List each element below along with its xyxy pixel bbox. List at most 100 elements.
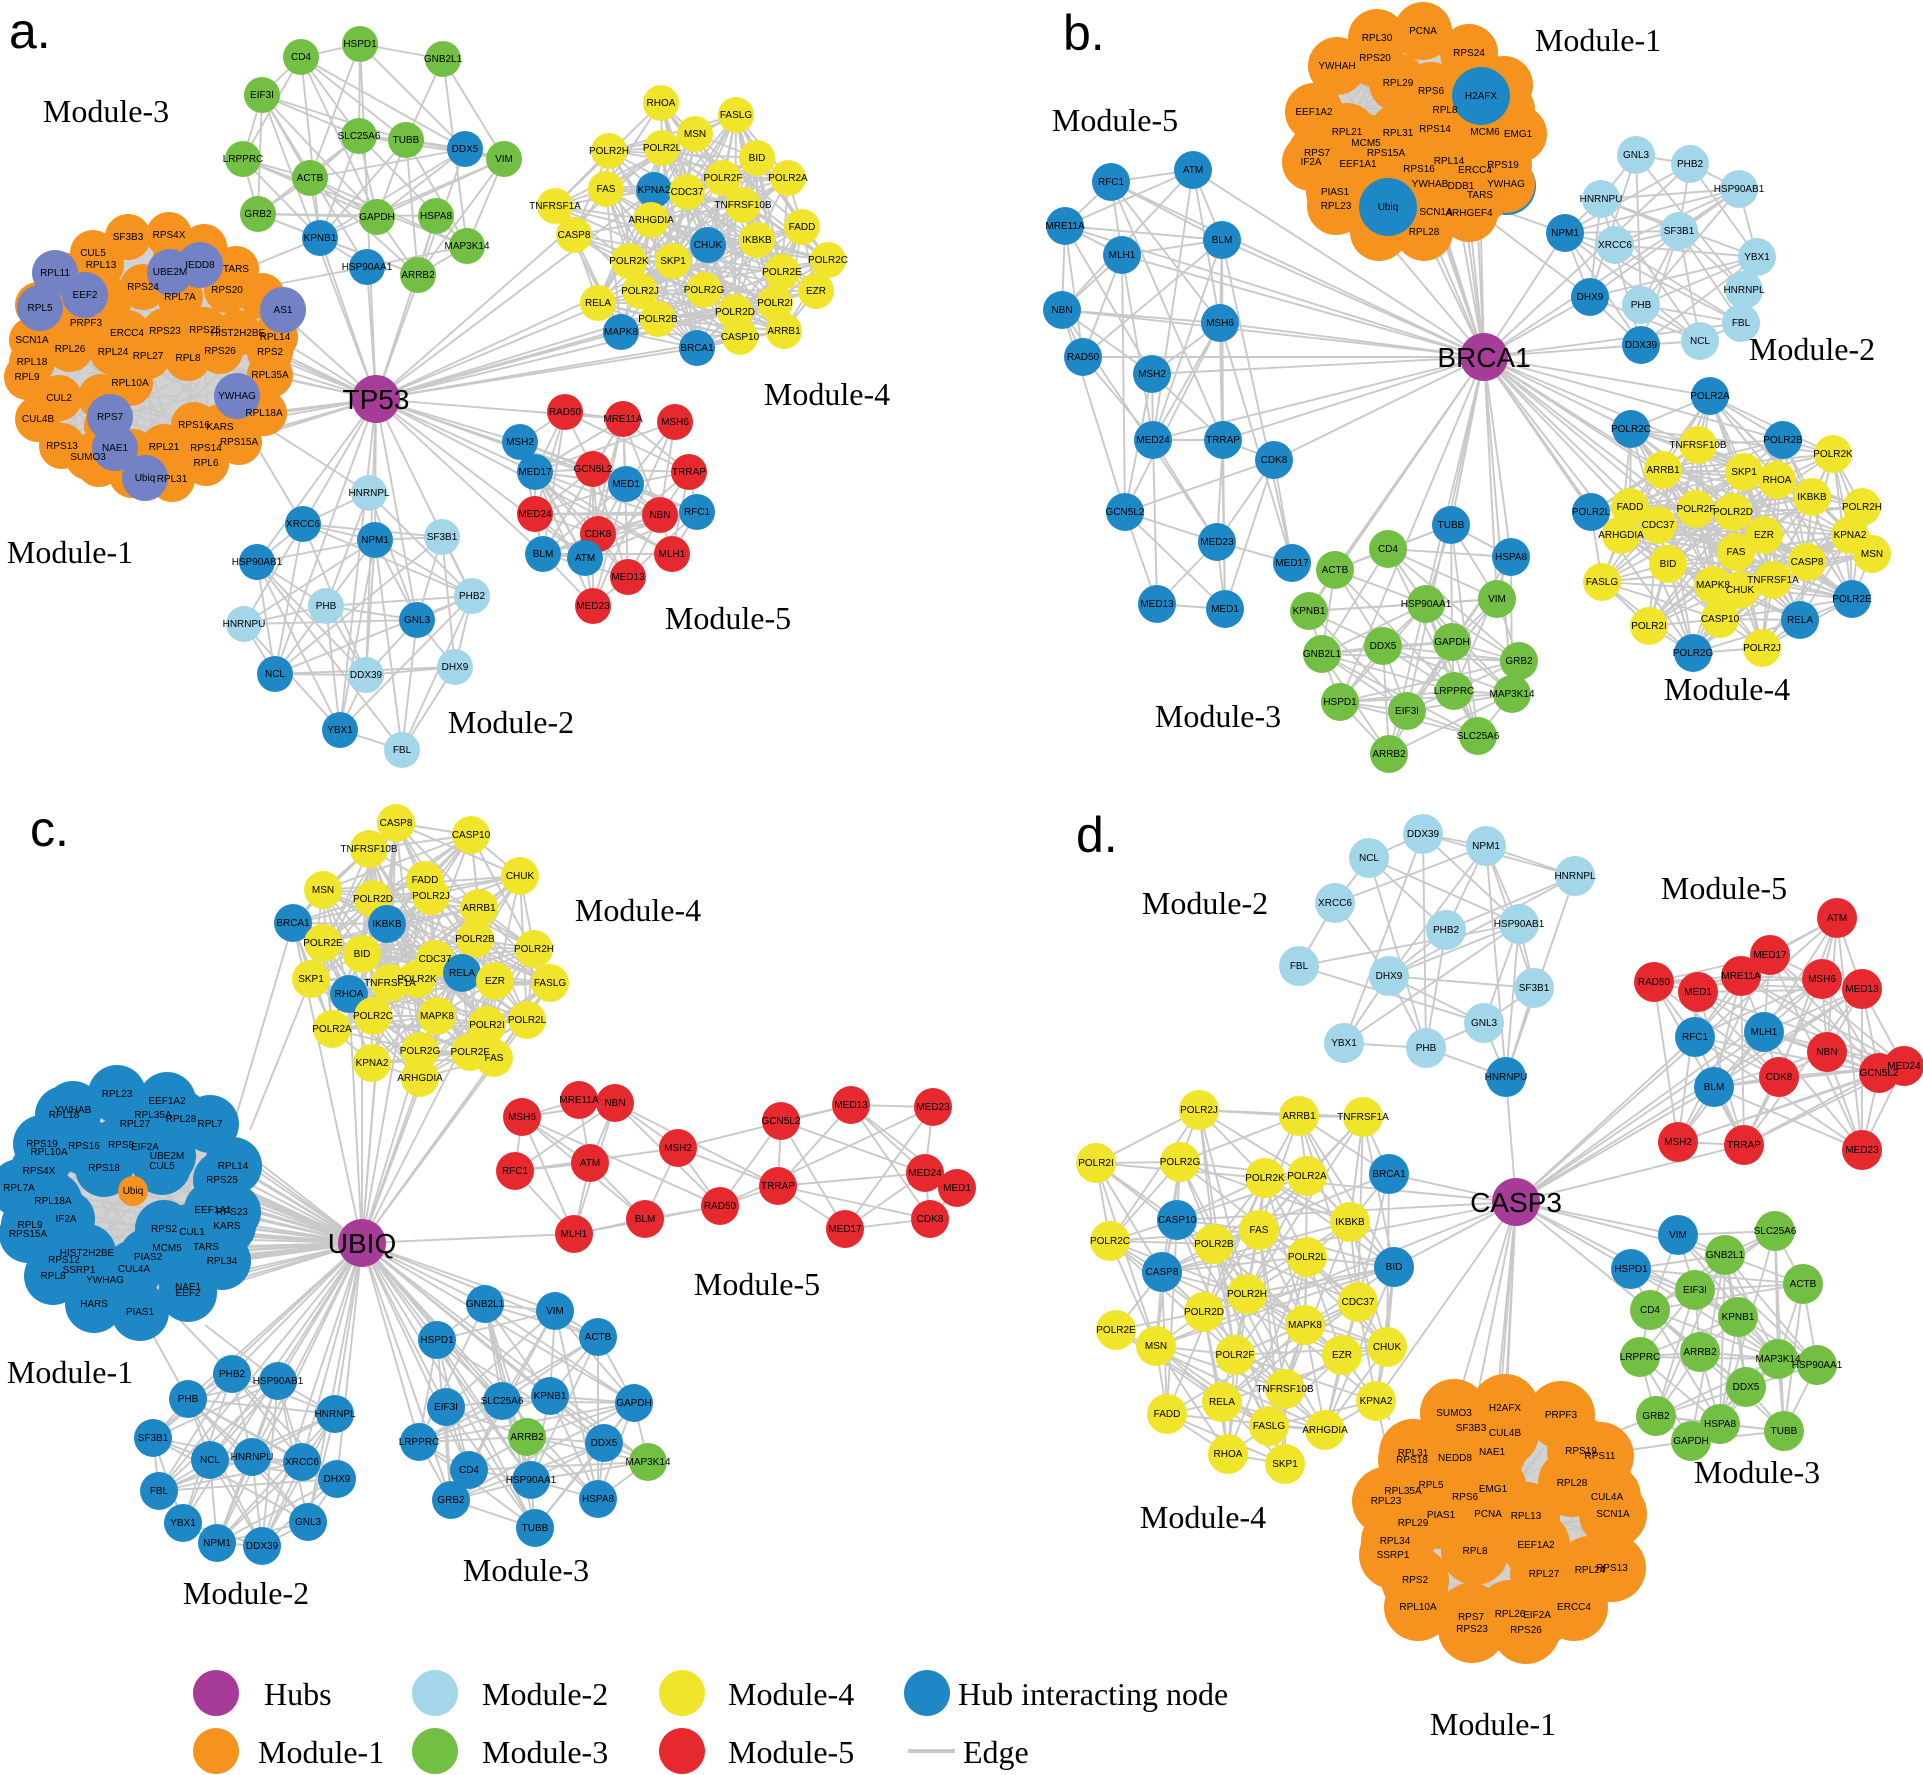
svg-text:MSH6: MSH6 xyxy=(508,1112,536,1123)
svg-text:HSP90AB1: HSP90AB1 xyxy=(1714,184,1765,195)
svg-text:IF2A: IF2A xyxy=(55,1214,76,1225)
svg-text:POLR2J: POLR2J xyxy=(621,286,659,297)
svg-text:ERCC4: ERCC4 xyxy=(110,328,144,339)
svg-text:MED23: MED23 xyxy=(576,601,610,612)
svg-text:MAPK8: MAPK8 xyxy=(420,1011,454,1022)
svg-text:YBX1: YBX1 xyxy=(170,1518,196,1529)
svg-text:MCM6: MCM6 xyxy=(1470,127,1500,138)
svg-text:CDC37: CDC37 xyxy=(1342,1297,1375,1308)
svg-text:RPL31: RPL31 xyxy=(1383,128,1414,139)
svg-text:NPM1: NPM1 xyxy=(203,1538,231,1549)
svg-text:MSN: MSN xyxy=(1145,1341,1167,1352)
svg-text:HSPA8: HSPA8 xyxy=(1495,552,1527,563)
svg-text:RPL18: RPL18 xyxy=(17,357,48,368)
svg-text:RPS7: RPS7 xyxy=(1458,1612,1485,1623)
svg-text:DDB1: DDB1 xyxy=(1448,181,1475,192)
svg-text:YBX1: YBX1 xyxy=(1744,252,1770,263)
svg-text:HSP90AB1: HSP90AB1 xyxy=(232,557,283,568)
svg-text:RELA: RELA xyxy=(1787,615,1813,626)
svg-text:ARRB1: ARRB1 xyxy=(462,903,496,914)
svg-text:NEDD8: NEDD8 xyxy=(1438,1453,1472,1464)
svg-text:EEF1A2: EEF1A2 xyxy=(1295,107,1333,118)
svg-text:Module-1: Module-1 xyxy=(7,534,133,570)
svg-text:H2AFX: H2AFX xyxy=(1465,91,1498,102)
svg-text:POLR2F: POLR2F xyxy=(704,173,743,184)
svg-text:SLC25A6: SLC25A6 xyxy=(481,1396,524,1407)
svg-text:MLH1: MLH1 xyxy=(561,1229,588,1240)
svg-text:Module-5: Module-5 xyxy=(665,600,791,636)
svg-text:SF3B1: SF3B1 xyxy=(138,1433,169,1444)
svg-text:RPL35A: RPL35A xyxy=(134,1110,172,1121)
svg-text:MED24: MED24 xyxy=(1136,435,1170,446)
svg-text:RPS18: RPS18 xyxy=(1396,1455,1428,1466)
svg-text:GNL3: GNL3 xyxy=(1623,150,1650,161)
svg-text:HSPD1: HSPD1 xyxy=(420,1335,454,1346)
svg-text:b.: b. xyxy=(1063,5,1105,61)
svg-text:MED1: MED1 xyxy=(1684,987,1712,998)
svg-text:SLC25A6: SLC25A6 xyxy=(338,131,381,142)
svg-text:BLM: BLM xyxy=(635,1214,656,1225)
svg-text:POLR2A: POLR2A xyxy=(1287,1171,1327,1182)
svg-text:RPL5: RPL5 xyxy=(27,303,52,314)
svg-text:SCN1A: SCN1A xyxy=(15,335,49,346)
svg-text:Module-1: Module-1 xyxy=(7,1354,133,1390)
svg-text:RPS14: RPS14 xyxy=(1419,124,1451,135)
svg-text:POLR2K: POLR2K xyxy=(609,256,649,267)
svg-text:TNFRSF1A: TNFRSF1A xyxy=(1337,1112,1389,1123)
svg-text:DDX5: DDX5 xyxy=(591,1438,618,1449)
svg-text:MSH6: MSH6 xyxy=(1206,318,1234,329)
svg-text:SF3B1: SF3B1 xyxy=(1664,226,1695,237)
svg-text:EIF3I: EIF3I xyxy=(1683,1285,1707,1296)
svg-text:VIM: VIM xyxy=(1488,594,1506,605)
svg-text:SCN1A: SCN1A xyxy=(1419,207,1453,218)
svg-text:CD4: CD4 xyxy=(1640,1305,1660,1316)
svg-text:POLR2J: POLR2J xyxy=(1743,643,1781,654)
svg-text:Module-5: Module-5 xyxy=(1052,102,1178,138)
svg-text:POLR2B: POLR2B xyxy=(455,934,495,945)
svg-text:MLH1: MLH1 xyxy=(1109,250,1136,261)
svg-text:MED17: MED17 xyxy=(828,1224,862,1235)
svg-text:EIF3I: EIF3I xyxy=(250,90,274,101)
svg-text:NPM1: NPM1 xyxy=(361,535,389,546)
svg-text:RPL34: RPL34 xyxy=(207,1256,238,1267)
svg-text:BLM: BLM xyxy=(1704,1082,1725,1093)
svg-text:GRB2: GRB2 xyxy=(437,1495,465,1506)
svg-text:PCNA: PCNA xyxy=(1474,1509,1502,1520)
svg-text:AS1: AS1 xyxy=(274,305,293,316)
svg-text:HNRNPL: HNRNPL xyxy=(348,488,390,499)
svg-text:IKBKB: IKBKB xyxy=(372,919,402,930)
svg-text:KPNB1: KPNB1 xyxy=(534,1391,567,1402)
svg-text:SF3B3: SF3B3 xyxy=(1456,1423,1487,1434)
svg-text:HIST2H2BE: HIST2H2BE xyxy=(211,328,266,339)
svg-text:HNRNPL: HNRNPL xyxy=(1554,871,1596,882)
svg-text:SSRP1: SSRP1 xyxy=(1377,1550,1410,1561)
svg-text:NBN: NBN xyxy=(1816,1047,1837,1058)
svg-text:DDX39: DDX39 xyxy=(350,670,383,681)
svg-text:RPL26: RPL26 xyxy=(55,344,86,355)
svg-text:RPS25: RPS25 xyxy=(206,1175,238,1186)
svg-text:RPS7: RPS7 xyxy=(97,412,124,423)
svg-text:RPL18A: RPL18A xyxy=(245,408,283,419)
svg-text:POLR2A: POLR2A xyxy=(312,1024,352,1035)
svg-text:RPL11: RPL11 xyxy=(40,268,70,279)
svg-text:HSP90AA1: HSP90AA1 xyxy=(1792,1360,1843,1371)
svg-text:RPL23: RPL23 xyxy=(102,1089,133,1100)
svg-text:TUBB: TUBB xyxy=(1771,1426,1798,1437)
svg-text:FBL: FBL xyxy=(150,1486,169,1497)
svg-text:TNFRSF10B: TNFRSF10B xyxy=(1256,1384,1314,1395)
svg-text:PHB2: PHB2 xyxy=(1433,925,1460,936)
svg-text:TARS: TARS xyxy=(193,1242,219,1253)
svg-text:EMG1: EMG1 xyxy=(1479,1484,1508,1495)
svg-text:POLR2L: POLR2L xyxy=(643,143,682,154)
svg-text:RAD50: RAD50 xyxy=(1067,352,1100,363)
svg-text:ARRB1: ARRB1 xyxy=(1646,465,1680,476)
svg-text:RPL21: RPL21 xyxy=(1332,127,1363,138)
svg-text:Module-5: Module-5 xyxy=(1661,870,1787,906)
svg-text:CDK8: CDK8 xyxy=(585,529,612,540)
svg-text:MCM5: MCM5 xyxy=(1351,138,1381,149)
svg-text:RFC1: RFC1 xyxy=(1682,1032,1709,1043)
svg-text:ARHGDIA: ARHGDIA xyxy=(1598,530,1644,541)
svg-text:TNFRSF1A: TNFRSF1A xyxy=(529,201,581,212)
svg-text:ATM: ATM xyxy=(1827,913,1847,924)
svg-text:IKBKB: IKBKB xyxy=(1797,492,1827,503)
